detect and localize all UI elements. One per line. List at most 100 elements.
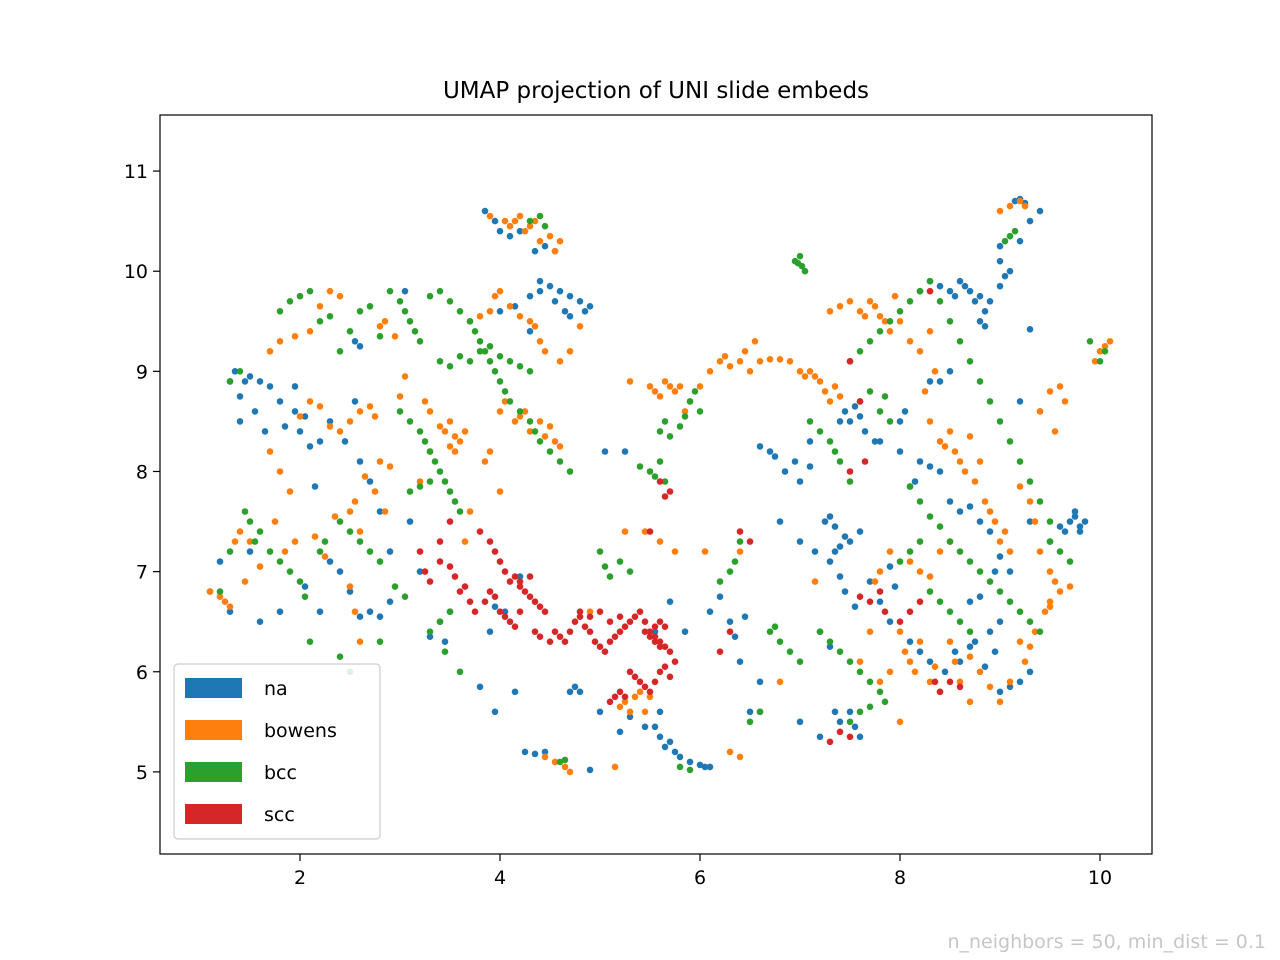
point-bowens (541, 348, 549, 355)
point-bowens (721, 353, 729, 360)
point-bowens (1021, 202, 1029, 210)
point-na (1026, 326, 1034, 333)
point-bowens (666, 383, 674, 390)
point-bowens (641, 708, 649, 716)
point-bcc (666, 433, 674, 440)
point-bcc (946, 608, 954, 615)
point-bowens (966, 698, 974, 706)
point-bowens (356, 638, 364, 645)
point-na (956, 277, 964, 285)
point-na (976, 318, 984, 325)
point-na (701, 763, 709, 771)
point-bowens (291, 333, 299, 340)
point-bowens (946, 638, 954, 645)
point-bowens (896, 718, 904, 726)
legend-label-bcc: bcc (264, 762, 297, 784)
point-bcc (646, 468, 654, 475)
point-bowens (1026, 643, 1034, 650)
point-scc (616, 613, 624, 620)
point-bowens (871, 578, 879, 585)
point-bowens (616, 703, 624, 711)
point-bowens (856, 308, 864, 315)
point-bcc (956, 618, 964, 625)
point-bcc (676, 763, 684, 771)
point-bowens (1101, 343, 1109, 350)
point-bowens (936, 548, 944, 555)
point-bcc (536, 212, 544, 220)
point-na (966, 598, 974, 605)
point-bowens (491, 292, 499, 300)
point-scc (506, 578, 514, 585)
point-bcc (856, 668, 864, 676)
point-bowens (1046, 603, 1054, 610)
point-bcc (896, 558, 904, 565)
point-bowens (816, 378, 824, 385)
point-bowens (836, 303, 844, 310)
point-bowens (346, 508, 354, 515)
point-na (276, 398, 284, 405)
point-bcc (816, 628, 824, 635)
point-bowens (946, 428, 954, 435)
point-scc (936, 688, 944, 696)
point-scc (631, 613, 639, 620)
point-bcc (1016, 458, 1024, 465)
point-na (981, 663, 989, 670)
point-bowens (531, 217, 539, 225)
point-bowens (526, 428, 534, 435)
series-bcc (216, 212, 1109, 774)
y-tick-label: 6 (136, 662, 148, 684)
point-bcc (1046, 538, 1054, 545)
point-scc (516, 578, 524, 585)
point-bcc (536, 438, 544, 445)
point-bowens (391, 333, 399, 340)
point-bcc (391, 583, 399, 590)
point-na (766, 448, 774, 455)
series-scc (416, 287, 964, 746)
point-bowens (276, 338, 284, 345)
point-bowens (426, 408, 434, 415)
point-scc (606, 618, 614, 625)
point-na (1081, 518, 1089, 525)
point-na (336, 568, 344, 575)
point-scc (586, 628, 594, 635)
point-bcc (1006, 598, 1014, 605)
point-na (926, 658, 934, 665)
point-bowens (1016, 483, 1024, 490)
point-na (886, 563, 894, 570)
point-bowens (1021, 658, 1029, 665)
y-tick-label: 11 (124, 161, 148, 183)
point-na (491, 708, 499, 716)
point-bowens (1056, 588, 1064, 595)
point-bcc (696, 408, 704, 415)
point-bowens (271, 518, 279, 525)
point-na (231, 368, 239, 375)
point-bowens (416, 478, 424, 485)
point-scc (606, 638, 614, 645)
point-bowens (486, 308, 494, 315)
point-bowens (836, 393, 844, 400)
point-bcc (376, 333, 384, 340)
point-bowens (486, 212, 494, 220)
point-scc (876, 588, 884, 595)
point-bowens (671, 388, 679, 395)
point-bowens (801, 373, 809, 380)
point-bowens (356, 408, 364, 415)
point-scc (531, 628, 539, 635)
point-na (291, 383, 299, 390)
point-bowens (726, 748, 734, 756)
point-scc (856, 398, 864, 405)
point-na (841, 408, 849, 415)
point-bowens (641, 528, 649, 535)
point-bcc (916, 287, 924, 295)
point-na (536, 277, 544, 285)
point-bcc (806, 418, 814, 425)
point-bowens (916, 638, 924, 645)
point-scc (866, 598, 874, 605)
point-bowens (351, 498, 359, 505)
point-bcc (926, 277, 934, 285)
point-bcc (1026, 478, 1034, 485)
x-axis: 2 4 6 8 10 (294, 854, 1112, 889)
point-bowens (306, 328, 314, 335)
point-bcc (451, 498, 459, 505)
point-bcc (966, 358, 974, 365)
